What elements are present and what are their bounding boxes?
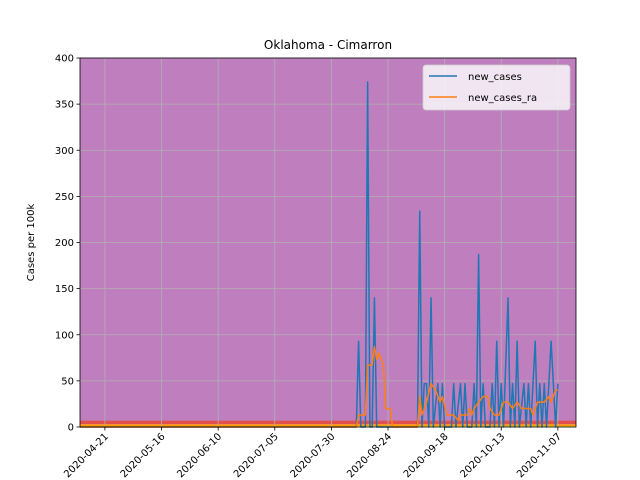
y-tick-label: 50 — [61, 376, 74, 387]
x-tick-label: 2020-10-13 — [459, 431, 508, 480]
y-tick-label: 400 — [55, 54, 74, 65]
x-tick-label: 2020-11-07 — [515, 431, 564, 480]
background-bands — [80, 58, 576, 427]
x-tick-label: 2020-06-10 — [175, 431, 224, 480]
y-tick-label: 250 — [55, 192, 74, 203]
x-tick-label: 2020-07-05 — [232, 431, 281, 480]
y-tick-label: 350 — [55, 100, 74, 111]
y-tick-label: 200 — [55, 238, 74, 249]
y-tick-label: 300 — [55, 146, 74, 157]
y-axis: 0 50 100 150 200 250 300 350 400 — [55, 54, 80, 434]
background-band-1 — [80, 424, 576, 427]
y-tick-label: 100 — [55, 330, 74, 341]
chart-title: Oklahoma - Cimarron — [264, 38, 392, 52]
y-axis-label: Cases per 100k — [26, 204, 37, 282]
x-tick-label: 2020-09-18 — [402, 431, 451, 480]
background-band-3 — [80, 58, 576, 421]
x-tick-label: 2020-04-21 — [62, 431, 111, 480]
y-tick-label: 150 — [55, 284, 74, 295]
background-band-2 — [80, 420, 576, 425]
x-tick-label: 2020-08-24 — [345, 431, 394, 480]
legend-label-new_cases_ra: new_cases_ra — [468, 93, 537, 104]
y-tick-label: 0 — [68, 423, 74, 434]
legend-label-new_cases: new_cases — [468, 72, 522, 83]
x-axis: 2020-04-21 2020-05-16 2020-06-10 2020-07-05… — [62, 427, 564, 480]
legend: new_cases new_cases_ra — [422, 64, 571, 111]
series-line-new_cases_ra — [80, 345, 558, 428]
legend-box — [422, 64, 571, 111]
x-tick-label: 2020-07-30 — [289, 431, 338, 480]
x-tick-label: 2020-05-16 — [119, 431, 168, 480]
